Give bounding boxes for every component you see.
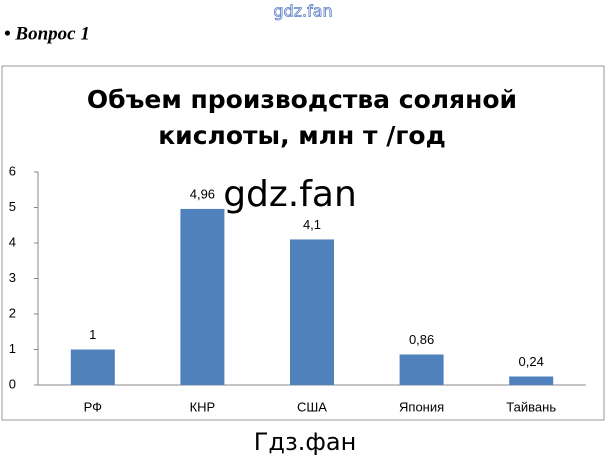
bar — [290, 239, 334, 385]
bar — [399, 354, 444, 385]
question-heading: • Вопрос 1 — [4, 23, 90, 44]
x-tick-label: США — [297, 399, 327, 414]
value-label: 4,1 — [303, 217, 321, 232]
bar — [70, 349, 115, 385]
bar — [180, 208, 225, 385]
value-label: 0,24 — [519, 354, 544, 369]
value-label: 0,86 — [409, 332, 434, 347]
chart-title: кислоты, млн т /год — [158, 121, 446, 150]
x-tick-label: Япония — [399, 399, 444, 414]
x-tick-label: Тайвань — [506, 399, 556, 414]
y-tick-label: 0 — [9, 376, 16, 391]
footer-mark: Гдз.фан — [254, 428, 357, 456]
y-tick-label: 2 — [9, 305, 16, 320]
y-tick-label: 4 — [9, 234, 16, 249]
site-mark: gdz.fan — [273, 2, 332, 21]
y-tick-label: 1 — [9, 341, 16, 356]
y-tick-label: 3 — [9, 270, 16, 285]
plot: 0 1 2 3 4 5 6 РФ 1 КНР 4,96 США 4,1 Япония 0,86 Тайвань… — [9, 163, 557, 414]
value-label: 4,96 — [190, 186, 215, 201]
x-tick-label: КНР — [190, 399, 216, 414]
watermark: gdz.fan — [223, 174, 357, 215]
x-tick-label: РФ — [84, 399, 103, 414]
y-tick-label: 5 — [9, 199, 16, 214]
value-label: 1 — [89, 327, 96, 342]
bar — [509, 376, 554, 385]
y-tick-label: 6 — [9, 163, 16, 178]
chart-title: Объем производства соляной — [87, 85, 517, 114]
